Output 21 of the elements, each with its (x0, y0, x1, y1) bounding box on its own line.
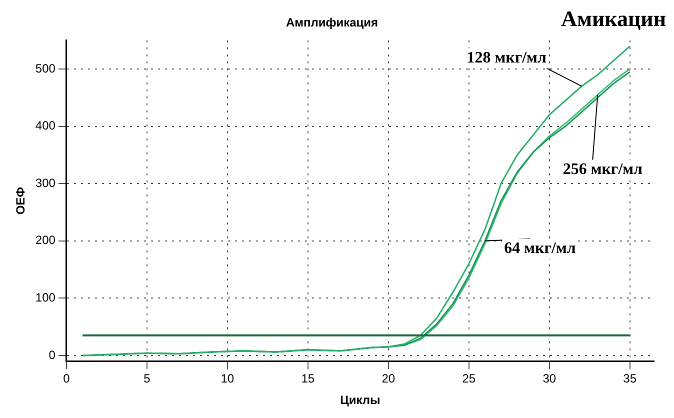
x-axis-title: Циклы (340, 393, 380, 408)
text: 128 мкг/мл (466, 49, 546, 66)
x-tick-label: 5 (144, 372, 151, 386)
x-tick-label: 10 (220, 372, 234, 386)
y-tick-label: 100 (35, 290, 56, 304)
x-tick-label: 35 (623, 372, 637, 386)
chart-title: Амплификация (286, 16, 378, 30)
x-tick-label: 0 (63, 372, 70, 386)
y-tick-label: 500 (35, 61, 56, 76)
x-tick-label: 15 (301, 372, 315, 386)
text: Амикацин (561, 6, 666, 32)
y-axis-title: ОЕФ (14, 187, 28, 215)
x-tick-label: 30 (542, 372, 556, 386)
x-tick-label: 25 (462, 372, 476, 386)
y-tick-label: 300 (35, 176, 56, 190)
series-label: 256 мкг/мл (562, 160, 643, 178)
x-tick-label: 20 (382, 372, 396, 386)
y-tick-label: 0 (48, 348, 56, 362)
y-tick-label: 400 (35, 118, 56, 133)
series-label: 64 мкг/мл (504, 240, 576, 258)
y-tick-label: 200 (35, 233, 56, 248)
